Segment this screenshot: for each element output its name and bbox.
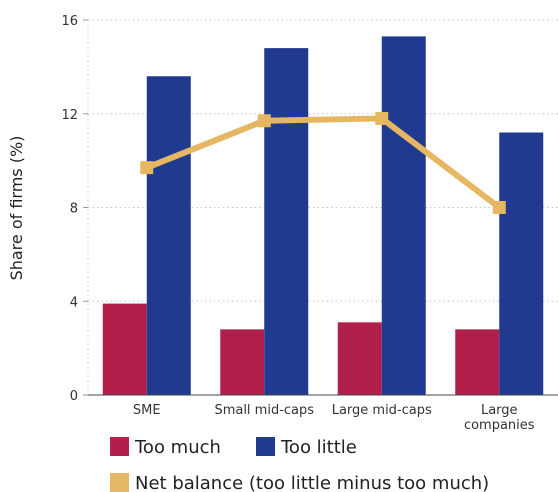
legend: Too much Too little Net balance (too littl… bbox=[110, 437, 489, 492]
legend-swatch-too-much bbox=[110, 437, 129, 456]
net-balance-line-layer bbox=[140, 111, 506, 214]
net-balance-point-3 bbox=[492, 201, 506, 214]
y-tick-label: 4 bbox=[70, 295, 78, 310]
y-tick-label: 8 bbox=[70, 202, 78, 217]
x-tick-label: Large bbox=[481, 403, 518, 418]
x-tick-label: companies bbox=[464, 418, 535, 433]
bar-too-little-3 bbox=[499, 132, 544, 395]
bars bbox=[102, 36, 544, 395]
bar-too-much-3 bbox=[455, 329, 500, 395]
y-axis-label: Share of firms (%) bbox=[7, 136, 26, 281]
gridlines bbox=[88, 19, 558, 302]
net-balance-point-2 bbox=[375, 111, 389, 125]
legend-swatch-too-little bbox=[256, 437, 275, 456]
x-tick-label: Large mid-caps bbox=[332, 403, 432, 418]
legend-label-too-little: Too little bbox=[280, 437, 357, 458]
legend-label-too-much: Too much bbox=[134, 437, 221, 458]
x-tick-label: Small mid-caps bbox=[214, 403, 314, 418]
y-tick-label: 12 bbox=[61, 108, 78, 123]
bar-too-much-1 bbox=[220, 329, 265, 395]
net-balance-point-0 bbox=[140, 161, 154, 175]
tick-labels: 0 4 8 12 16 SME Small mid-caps Large mid-caps La… bbox=[61, 14, 534, 433]
axes bbox=[83, 19, 558, 396]
net-balance-point-1 bbox=[257, 114, 271, 128]
legend-label-net-balance-too-little-minus-too-much: Net balance (too little minus too much) bbox=[135, 473, 489, 492]
legend-swatch-net-balance-too-little-minus-too-much bbox=[110, 473, 129, 492]
bar-too-little-2 bbox=[381, 36, 426, 395]
bar-too-much-0 bbox=[102, 303, 147, 395]
net-balance-line bbox=[145, 115, 502, 210]
y-tick-label: 0 bbox=[70, 389, 78, 404]
y-tick-label: 16 bbox=[61, 14, 78, 29]
bar-too-much-2 bbox=[337, 322, 382, 395]
bar-too-little-0 bbox=[146, 76, 191, 395]
x-tick-label: SME bbox=[133, 403, 161, 418]
bar-too-little-1 bbox=[264, 48, 309, 395]
